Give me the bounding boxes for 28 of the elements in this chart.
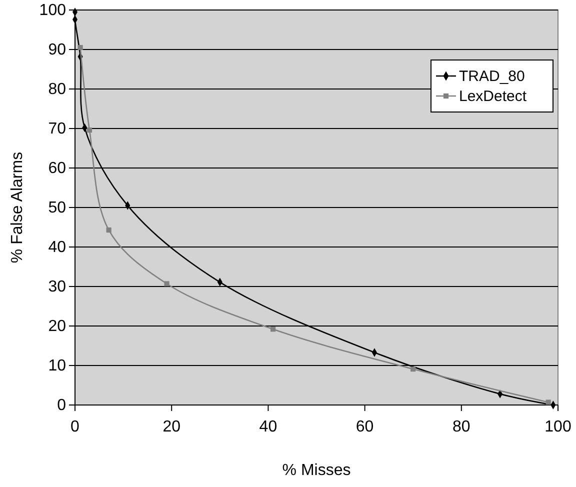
x-tick-label: 100 [544, 418, 572, 436]
y-tick-label: 50 [48, 200, 66, 217]
y-tick-label: 30 [48, 278, 66, 296]
x-tick-label: 60 [356, 418, 374, 436]
y-axis-title: % False Alarms [9, 152, 26, 264]
y-tick-label: 100 [39, 2, 66, 20]
y-tick-label: 0 [57, 397, 66, 414]
y-tick-label: 90 [48, 42, 66, 59]
x-tick-label: 0 [70, 418, 80, 436]
point [106, 227, 112, 233]
x-axis-title: % Misses [282, 462, 351, 479]
point [546, 400, 551, 405]
x-tick-label: 40 [259, 418, 278, 436]
y-tick-label: 20 [48, 318, 66, 336]
y-tick-label: 70 [48, 120, 66, 138]
legend-label: LexDetect [459, 88, 528, 105]
y-tick-label: 80 [48, 81, 66, 98]
point [78, 44, 83, 50]
y-tick-label: 40 [48, 239, 66, 256]
legend-label: TRAD_80 [459, 68, 525, 85]
point [270, 326, 276, 332]
point [164, 281, 170, 286]
x-tick-label: 20 [162, 418, 181, 436]
point [86, 128, 92, 133]
y-tick-label: 10 [48, 358, 66, 375]
point [410, 366, 416, 372]
y-tick-label: 60 [48, 160, 66, 178]
x-tick-label: 80 [452, 418, 470, 436]
